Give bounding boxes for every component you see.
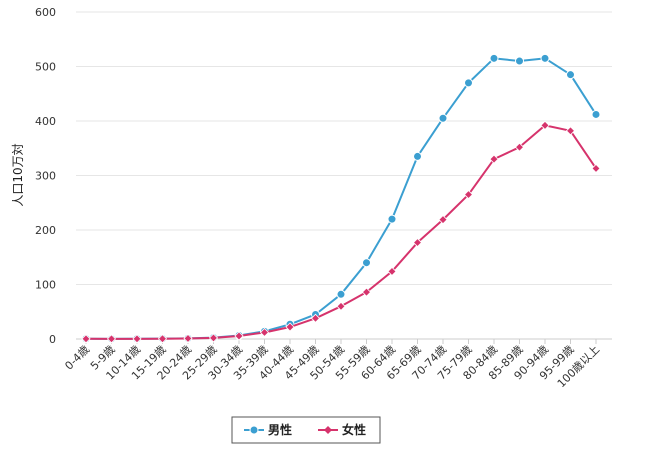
y-axis-label: 人口10万対 bbox=[11, 143, 25, 206]
legend-label: 男性 bbox=[268, 422, 292, 437]
data-point bbox=[540, 53, 550, 63]
legend-marker bbox=[324, 426, 332, 434]
y-tick-label: 100 bbox=[35, 279, 56, 292]
data-point bbox=[591, 163, 601, 173]
y-tick-label: 0 bbox=[49, 333, 56, 346]
data-point bbox=[336, 289, 346, 299]
legend-label: 女性 bbox=[342, 422, 366, 437]
data-point bbox=[285, 322, 295, 332]
data-point bbox=[515, 56, 524, 66]
data-point bbox=[591, 109, 601, 119]
y-tick-label: 500 bbox=[35, 61, 56, 74]
grid-lines bbox=[76, 11, 612, 285]
data-point bbox=[489, 53, 499, 63]
data-point bbox=[566, 70, 575, 80]
data-point bbox=[413, 151, 422, 161]
y-tick-label: 400 bbox=[35, 115, 56, 128]
legend: 男性 女性 bbox=[231, 416, 381, 444]
y-tick-label: 600 bbox=[35, 6, 56, 19]
series-group bbox=[81, 53, 601, 344]
legend-marker bbox=[249, 425, 259, 435]
data-point bbox=[361, 287, 372, 297]
data-point bbox=[464, 78, 473, 88]
x-axis-ticks: 0-4歳5-9歳10-14歳15-19歳20-24歳25-29歳30-34歳35… bbox=[62, 339, 602, 390]
y-tick-label: 200 bbox=[35, 224, 56, 237]
data-point bbox=[106, 334, 117, 344]
data-point bbox=[438, 215, 448, 225]
data-point bbox=[157, 334, 168, 344]
data-point bbox=[412, 237, 423, 248]
data-point bbox=[336, 301, 346, 311]
data-point bbox=[463, 190, 474, 200]
data-point bbox=[387, 214, 397, 224]
data-point bbox=[438, 113, 448, 123]
data-point bbox=[489, 154, 499, 164]
data-point bbox=[540, 120, 550, 130]
data-point bbox=[310, 313, 321, 323]
data-point bbox=[81, 334, 91, 344]
data-point bbox=[362, 258, 371, 268]
y-tick-label: 300 bbox=[35, 170, 56, 183]
data-point bbox=[259, 327, 270, 338]
data-point bbox=[514, 142, 525, 152]
data-point bbox=[387, 266, 397, 276]
data-point bbox=[132, 334, 142, 344]
data-point bbox=[183, 333, 193, 344]
data-point bbox=[565, 126, 576, 136]
y-axis-ticks: 0 100 200 300 400 500 600 bbox=[35, 6, 56, 346]
x-tick-label: 0-4歳 bbox=[62, 343, 92, 373]
data-point bbox=[208, 333, 219, 343]
data-point bbox=[234, 331, 244, 341]
